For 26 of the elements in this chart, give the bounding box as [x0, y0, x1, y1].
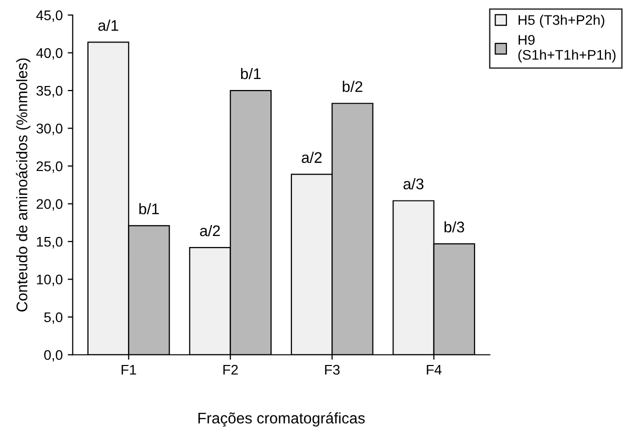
x-tick-label: F4: [426, 364, 442, 375]
y-tick-label: 5,0: [44, 312, 62, 324]
y-tick-label: 30,0: [36, 124, 62, 136]
x-tick-label: F3: [325, 364, 340, 375]
y-tick-label: 45,0: [36, 10, 62, 22]
y-tick-label: 40,0: [36, 48, 62, 60]
y-tick-label: 0,0: [44, 350, 62, 362]
annotation: b/1: [241, 68, 261, 80]
x-tick-label: F1: [122, 364, 136, 375]
annotation: b/1: [139, 203, 159, 214]
y-tick-label: 25,0: [36, 161, 62, 173]
x-axis-title: Frações cromatográficas: [198, 412, 365, 427]
legend-label: H5 (T3h+P2h): [518, 14, 604, 28]
annotation: a/2: [200, 224, 220, 236]
y-tick-label: 10,0: [36, 274, 62, 286]
annotation: a/3: [404, 178, 424, 190]
annotation: a/1: [98, 20, 118, 31]
y-tick-label: 20,0: [36, 199, 62, 211]
x-tick-label: F2: [223, 364, 238, 375]
y-tick-label: 35,0: [36, 86, 62, 98]
annotation: b/2: [342, 80, 362, 92]
y-axis-title: Conteudo de aminoácidos (%nmoles): [16, 58, 30, 312]
legend-label: H9 (S1h+T1h+P1h): [518, 34, 616, 63]
y-tick-label: 15,0: [36, 236, 62, 248]
annotation: a/2: [302, 152, 322, 163]
annotation: b/3: [444, 221, 464, 232]
